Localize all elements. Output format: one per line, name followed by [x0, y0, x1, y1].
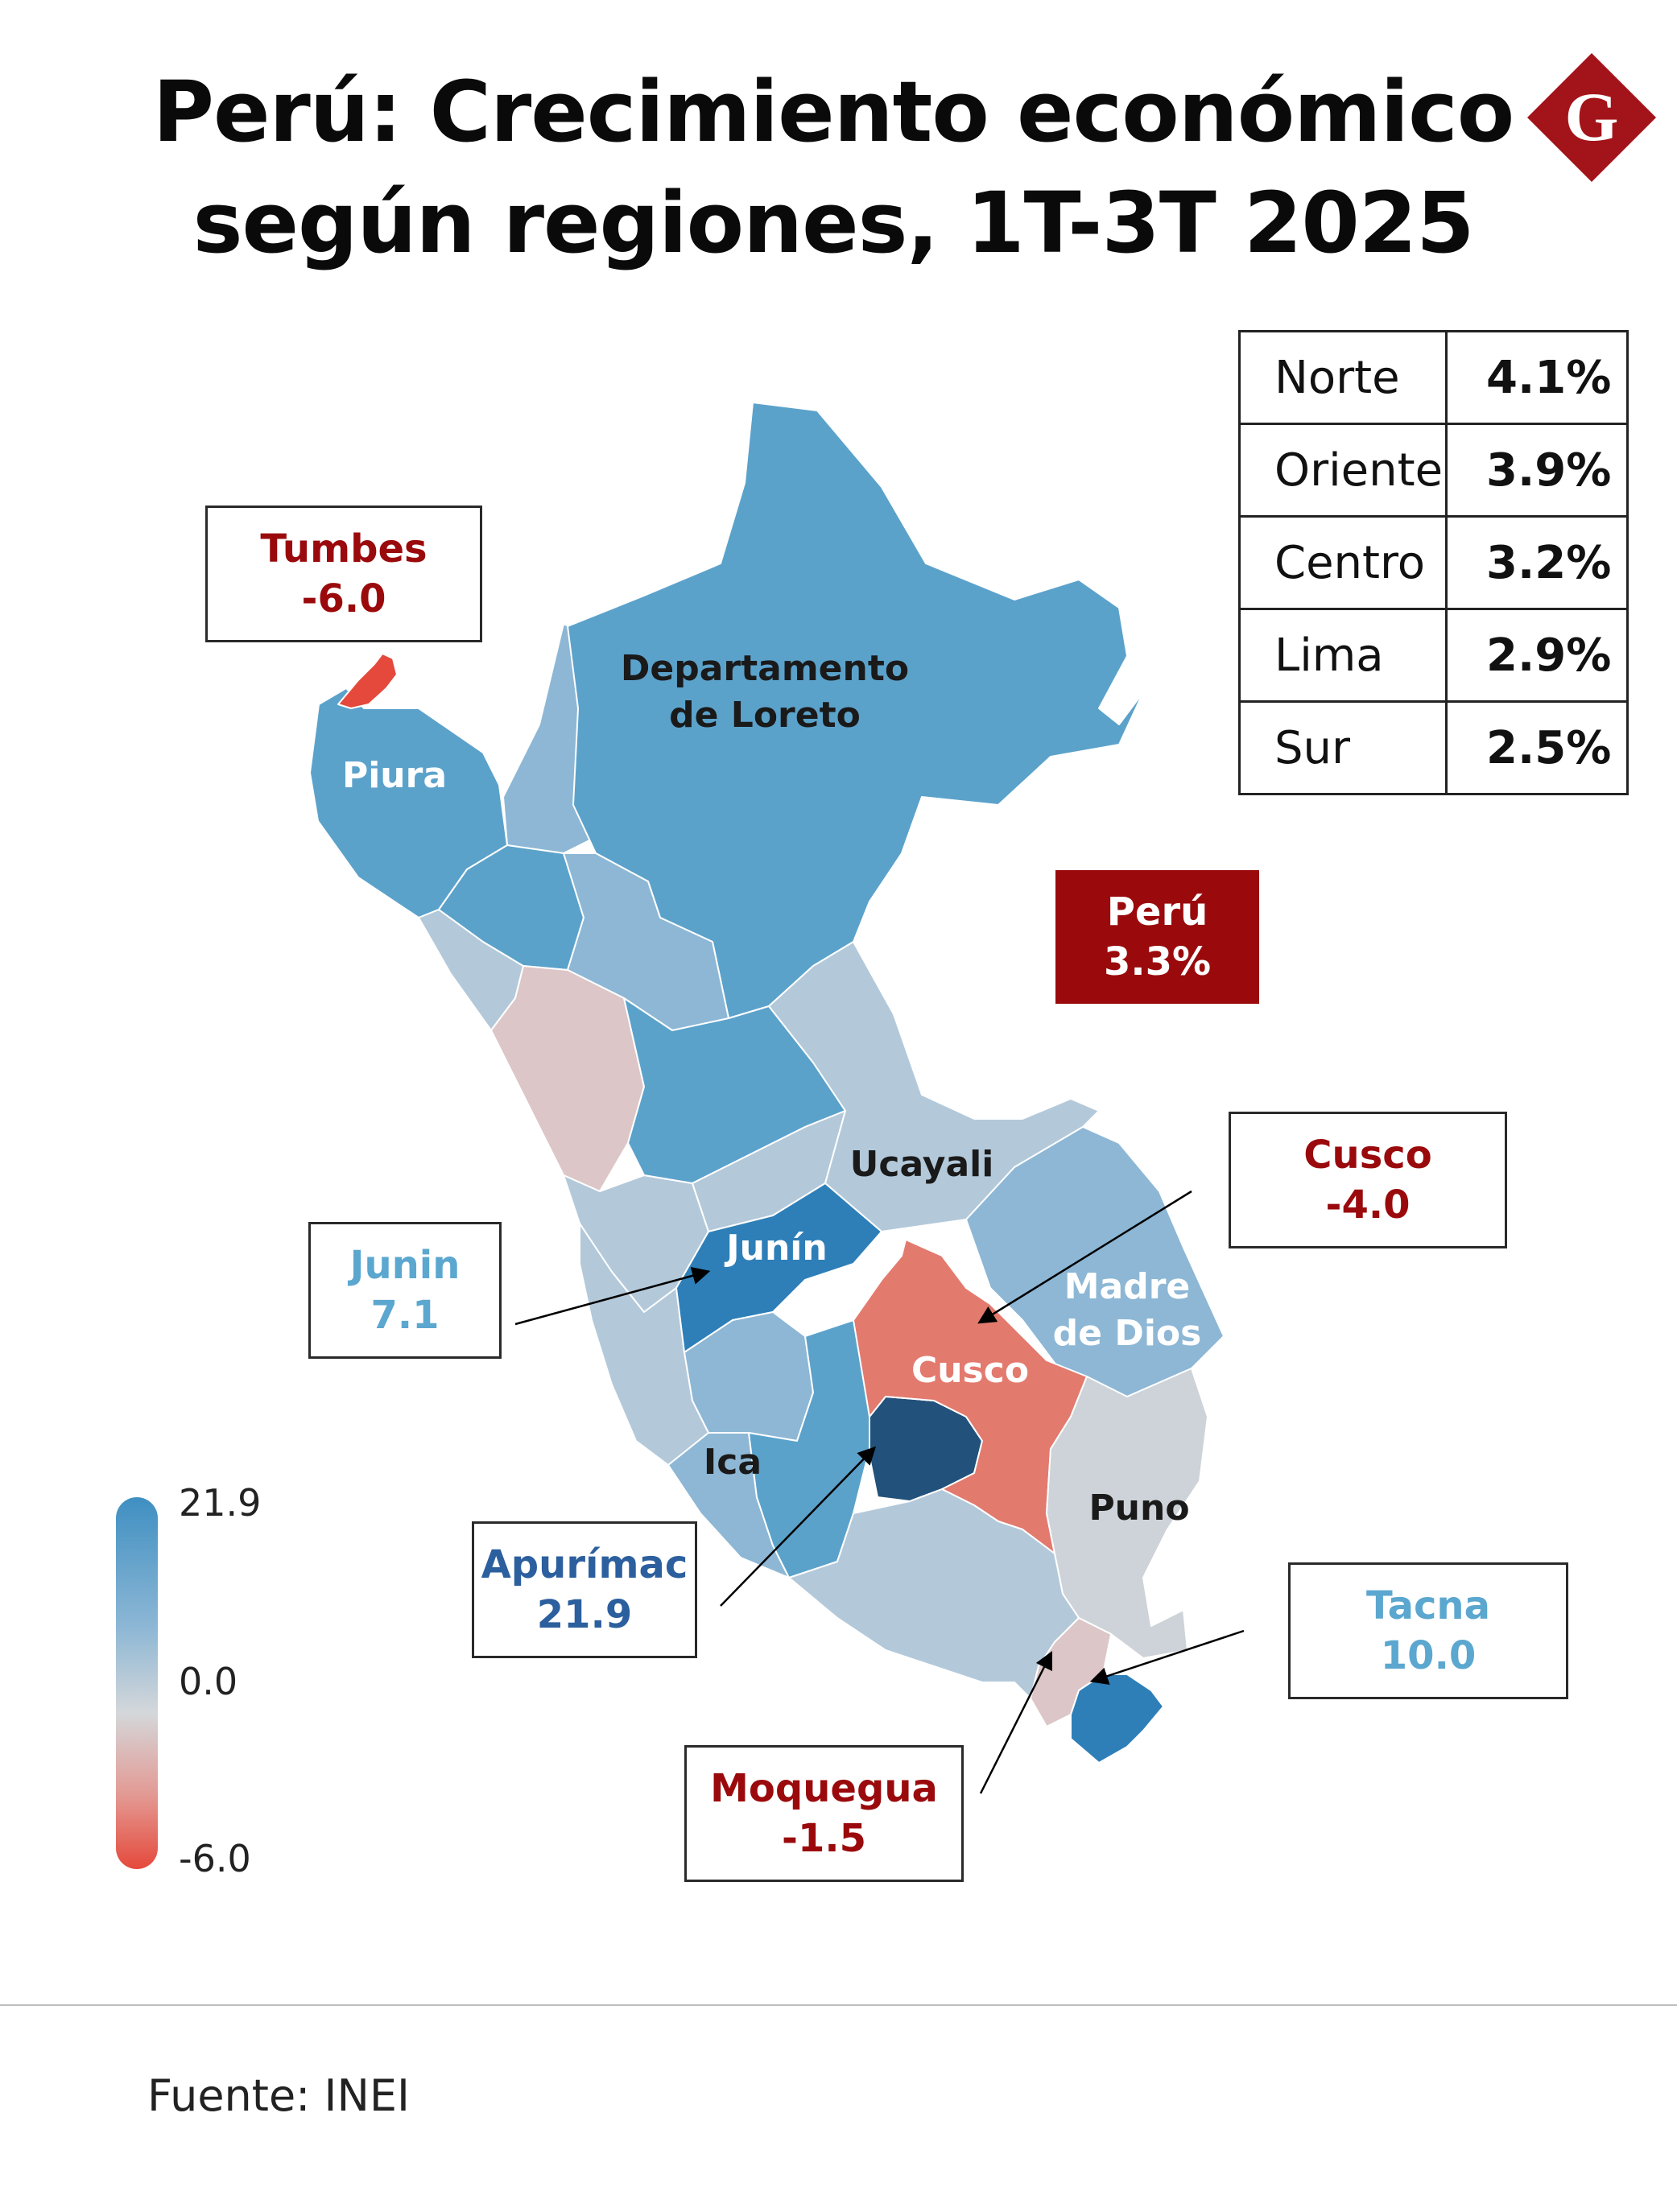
region-value: 3.9% — [1446, 423, 1629, 518]
label-loreto: Departamento de Loreto — [620, 646, 910, 739]
table-row: Oriente 3.9% — [1238, 423, 1629, 518]
callout-tacna-value: 10.0 — [1380, 1633, 1477, 1678]
national-value: 3.3% — [1103, 939, 1212, 984]
region-madre-de-dios — [965, 1126, 1225, 1397]
title-line-1: Perú: Crecimiento económico — [152, 63, 1515, 161]
callout-tacna: Tacna 10.0 — [1288, 1562, 1568, 1699]
leader-cusco — [977, 1190, 1192, 1324]
region-la-libertad — [490, 965, 645, 1192]
legend-max: 21.9 — [179, 1481, 262, 1525]
title-line-2: según regiones, 1T-3T 2025 — [192, 174, 1475, 272]
region-value: 2.5% — [1446, 700, 1629, 795]
table-row: Sur 2.5% — [1238, 700, 1629, 795]
callout-apurimac-value: 21.9 — [536, 1592, 633, 1637]
label-puno: Puno — [1088, 1488, 1190, 1529]
callout-cusco: Cusco -4.0 — [1229, 1112, 1507, 1248]
label-loreto-line-2: de Loreto — [669, 695, 861, 736]
callout-cusco-name: Cusco — [1303, 1133, 1432, 1178]
callout-junin: Junin 7.1 — [308, 1222, 502, 1359]
national-name: Perú — [1106, 889, 1208, 935]
label-madre-line-1: Madre — [1064, 1266, 1191, 1307]
region-name: Sur — [1238, 700, 1448, 795]
region-name: Oriente — [1238, 423, 1448, 518]
legend-colorbar — [116, 1497, 158, 1869]
callout-moquegua: Moquegua -1.5 — [684, 1745, 964, 1882]
table-row: Lima 2.9% — [1238, 608, 1629, 703]
callout-tacna-name: Tacna — [1366, 1583, 1490, 1628]
label-junin: Junín — [726, 1228, 828, 1269]
label-cusco: Cusco — [911, 1350, 1030, 1391]
leader-tacna — [1089, 1629, 1245, 1686]
label-piura: Piura — [341, 755, 448, 796]
label-ica: Ica — [703, 1442, 762, 1483]
region-value: 2.9% — [1446, 608, 1629, 703]
region-name: Lima — [1238, 608, 1448, 703]
region-value: 4.1% — [1446, 330, 1629, 425]
callout-cusco-value: -4.0 — [1325, 1182, 1411, 1228]
table-row: Norte 4.1% — [1238, 330, 1629, 425]
region-tumbes — [337, 653, 398, 709]
region-tacna — [1070, 1673, 1164, 1764]
label-ucayali: Ucayali — [849, 1144, 994, 1185]
callout-moquegua-value: -1.5 — [782, 1816, 866, 1861]
label-madre-line-2: de Dios — [1052, 1313, 1202, 1354]
callout-apurimac: Apurímac 21.9 — [472, 1521, 697, 1658]
macro-region-table: Norte 4.1% Oriente 3.9% Centro 3.2% Lima… — [1238, 330, 1629, 795]
legend-min: -6.0 — [179, 1837, 251, 1880]
region-junin — [675, 1182, 882, 1353]
leader-moquegua — [979, 1650, 1053, 1794]
legend-mid: 0.0 — [179, 1660, 238, 1703]
g-diamond-logo-icon: G — [1527, 53, 1656, 182]
callout-tumbes-name: Tumbes — [260, 526, 428, 572]
callout-junin-value: 7.1 — [370, 1293, 440, 1338]
label-loreto-line-1: Departamento — [620, 648, 910, 689]
region-arequipa — [788, 1488, 1080, 1699]
region-value: 3.2% — [1446, 515, 1629, 610]
logo-letter: G — [1565, 78, 1619, 155]
region-name: Centro — [1238, 515, 1448, 610]
leader-junin — [514, 1266, 711, 1326]
national-growth-box: Perú 3.3% — [1055, 870, 1259, 1004]
leader-apurimac — [720, 1446, 877, 1607]
callout-junin-name: Junin — [349, 1243, 461, 1288]
chart-title: Perú: Crecimiento económico según region… — [129, 56, 1538, 279]
callout-moquegua-name: Moquegua — [710, 1766, 938, 1811]
region-name: Norte — [1238, 330, 1448, 425]
callout-tumbes: Tumbes -6.0 — [205, 506, 482, 642]
callout-apurimac-name: Apurímac — [481, 1542, 688, 1587]
label-madre-de-dios: Madre de Dios — [1047, 1264, 1208, 1357]
footer-divider — [0, 2004, 1677, 2006]
callout-tumbes-value: -6.0 — [301, 576, 386, 621]
source-note: Fuente: INEI — [147, 2070, 410, 2121]
table-row: Centro 3.2% — [1238, 515, 1629, 610]
